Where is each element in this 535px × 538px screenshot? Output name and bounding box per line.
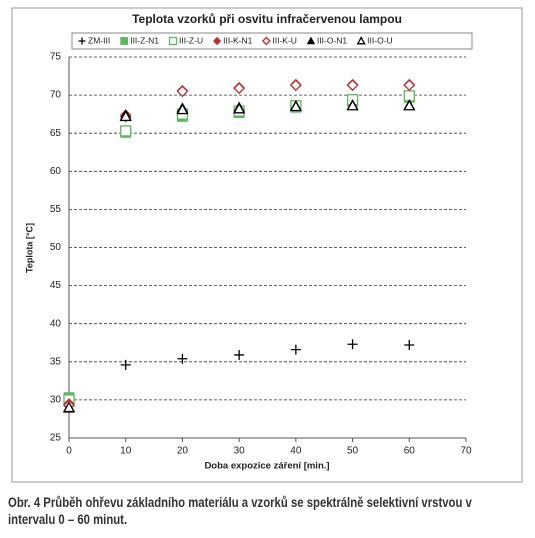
legend-label: ZM-III xyxy=(88,35,110,45)
y-axis-label: Teplota [°C] xyxy=(24,223,34,273)
y-tick-label: 55 xyxy=(50,204,62,215)
y-tick-label: 40 xyxy=(50,318,62,329)
legend-marker xyxy=(213,36,222,46)
y-tick-label: 25 xyxy=(50,433,62,444)
legend-label: III-O-N1 xyxy=(317,35,347,45)
point xyxy=(403,79,416,92)
point xyxy=(346,79,359,92)
point xyxy=(347,339,358,350)
y-tick-label: 65 xyxy=(50,128,62,139)
y-tick-label: 35 xyxy=(50,356,62,367)
x-tick-label: 20 xyxy=(177,446,189,457)
point xyxy=(119,110,132,122)
point xyxy=(234,349,245,360)
point xyxy=(290,344,301,355)
x-tick-label: 30 xyxy=(234,446,246,457)
legend-marker xyxy=(78,37,86,45)
point xyxy=(62,401,76,413)
x-tick-label: 70 xyxy=(460,446,472,457)
point xyxy=(176,103,189,115)
legend-marker xyxy=(168,36,178,46)
x-axis-label: Doba expozice záření [min.] xyxy=(204,461,329,472)
y-tick-label: 45 xyxy=(50,280,62,291)
legend-label: III-Z-U xyxy=(179,35,203,45)
legend-label: III-K-N1 xyxy=(223,35,253,45)
chart-frame xyxy=(11,7,523,483)
x-tick-label: 60 xyxy=(404,446,416,457)
point xyxy=(177,353,188,364)
legend-label: III-O-U xyxy=(367,35,393,45)
legend-marker xyxy=(356,36,366,45)
y-tick-label: 70 xyxy=(50,90,62,101)
legend-marker xyxy=(261,36,271,46)
y-tick-label: 60 xyxy=(50,166,62,177)
x-tick-label: 50 xyxy=(347,446,359,457)
legend-label: III-K-U xyxy=(272,35,297,45)
point xyxy=(120,125,132,137)
point xyxy=(403,99,416,111)
x-tick-label: 0 xyxy=(66,446,72,457)
point xyxy=(289,79,302,92)
y-tick-label: 50 xyxy=(50,242,62,253)
x-tick-label: 10 xyxy=(120,446,132,457)
caption: Obr. 4 Průběh ohřevu základního materiál… xyxy=(8,495,472,527)
legend-marker xyxy=(306,36,316,45)
point xyxy=(120,359,131,370)
point xyxy=(289,100,302,112)
point xyxy=(404,340,415,351)
y-tick-label: 75 xyxy=(50,52,62,63)
y-tick-label: 30 xyxy=(50,395,62,406)
point xyxy=(233,82,246,95)
legend-marker xyxy=(120,37,129,45)
chart: Teplota vzorků při osvitu infračervenou … xyxy=(11,7,523,483)
point xyxy=(346,99,359,111)
x-tick-label: 40 xyxy=(290,446,302,457)
point xyxy=(233,102,246,114)
chart-title: Teplota vzorků při osvitu infračervenou … xyxy=(132,12,402,26)
point xyxy=(176,85,189,98)
legend-label: III-Z-N1 xyxy=(130,35,159,45)
